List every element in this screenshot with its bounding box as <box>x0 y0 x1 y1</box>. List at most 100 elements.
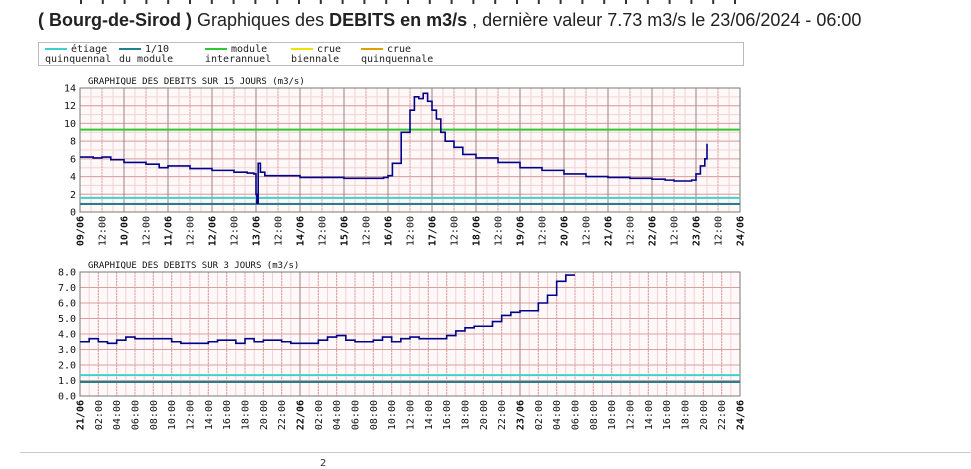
x-tick-label: 20:00 <box>699 400 710 430</box>
x-tick-label: 06:00 <box>571 400 582 430</box>
x-tick-label: 12:00 <box>450 216 461 246</box>
title-prefix: Graphiques des <box>197 10 325 30</box>
x-tick-label: 22:00 <box>717 400 728 430</box>
x-tick-label: 10:00 <box>387 400 398 430</box>
x-tick-label: 19/06 <box>516 216 527 246</box>
cutoff-mark <box>646 0 649 4</box>
legend-label-2: quinquennale <box>361 54 434 65</box>
x-tick-label: 24/06 <box>736 216 747 246</box>
x-tick-label: 14:00 <box>204 400 215 430</box>
cutoff-mark <box>428 0 431 4</box>
legend-item: crue quinquennale <box>361 45 433 65</box>
cutoff-mark <box>167 0 170 4</box>
legend-item: 1/10 du module <box>119 45 173 65</box>
x-tick-label: 20:00 <box>479 400 490 430</box>
chart-15-days: GRAPHIQUE DES DEBITS SUR 15 JOURS (m3/s)… <box>64 77 747 246</box>
chart-3-days: GRAPHIQUE DES DEBITS SUR 3 JOURS (m3/s) 0… <box>58 261 747 430</box>
legend-swatch <box>205 48 227 50</box>
cutoff-mark <box>494 0 497 4</box>
x-tick-label: 12:00 <box>714 216 725 246</box>
x-tick-label: 09/06 <box>76 216 87 246</box>
x-tick-label: 23/06 <box>692 216 703 246</box>
legend-item: étiage quinquennal <box>45 45 111 65</box>
cutoff-mark <box>734 0 736 4</box>
x-tick-label: 14:00 <box>424 400 435 430</box>
x-tick-label: 11/06 <box>164 216 175 246</box>
legend-swatch <box>119 48 141 50</box>
cutoff-mark <box>276 0 279 4</box>
cutoff-mark <box>668 0 671 4</box>
x-tick-label: 12:00 <box>406 400 417 430</box>
x-tick-label: 12:00 <box>582 216 593 246</box>
x-tick-label: 12:00 <box>626 400 637 430</box>
y-tick-label: 12 <box>64 101 76 112</box>
x-tick-label: 06:00 <box>131 400 142 430</box>
cutoff-mark <box>581 0 584 4</box>
top-cutoff-marks <box>80 0 736 4</box>
x-tick-label: 10:00 <box>167 400 178 430</box>
legend-label: crue <box>387 44 412 55</box>
x-tick-label: 12:00 <box>230 216 241 246</box>
x-tick-label: 04:00 <box>552 400 563 430</box>
y-tick-label: 4 <box>70 172 76 183</box>
cutoff-mark <box>537 0 540 4</box>
bottom-cutoff-mark: 2 <box>320 458 327 469</box>
x-tick-label: 14/06 <box>296 216 307 246</box>
x-tick-label: 18:00 <box>461 400 472 430</box>
series-line <box>80 92 708 204</box>
cutoff-mark <box>80 0 82 4</box>
y-tick-label: 4.0 <box>58 330 76 341</box>
legend-label-2: interannuel <box>205 54 272 65</box>
x-tick-label: 12:00 <box>406 216 417 246</box>
cutoff-mark <box>319 0 322 4</box>
legend-item: crue biennale <box>291 45 341 65</box>
y-tick-label: 8.0 <box>58 268 76 279</box>
x-tick-label: 23/06 <box>516 400 527 430</box>
y-tick-label: 8 <box>70 137 76 148</box>
y-tick-label: 3.0 <box>58 345 76 356</box>
x-tick-label: 12:00 <box>626 216 637 246</box>
x-tick-label: 18:00 <box>681 400 692 430</box>
x-tick-label: 12/06 <box>208 216 219 246</box>
page-title: ( Bourg-de-Sirod ) Graphiques des DEBITS… <box>38 10 861 31</box>
x-tick-label: 12:00 <box>362 216 373 246</box>
x-tick-label: 12:00 <box>670 216 681 246</box>
x-tick-label: 12:00 <box>318 216 329 246</box>
cutoff-mark <box>472 0 475 4</box>
x-tick-label: 02:00 <box>534 400 545 430</box>
x-tick-label: 21/06 <box>76 400 87 430</box>
x-tick-label: 15/06 <box>340 216 351 246</box>
legend-label: étiage <box>71 44 108 55</box>
cutoff-mark <box>690 0 693 4</box>
x-tick-label: 12:00 <box>186 400 197 430</box>
legend-label-2: du module <box>119 54 174 65</box>
x-tick-label: 16:00 <box>222 400 233 430</box>
cutoff-mark <box>712 0 715 4</box>
x-tick-label: 14:00 <box>644 400 655 430</box>
x-tick-label: 10:00 <box>607 400 618 430</box>
y-tick-label: 10 <box>64 119 76 130</box>
x-tick-label: 10/06 <box>120 216 131 246</box>
plot-frame <box>79 87 741 213</box>
title-suffix: , dernière valeur 7.73 m3/s le 23/06/202… <box>472 10 862 30</box>
bottom-divider <box>20 452 971 453</box>
cutoff-mark <box>559 0 562 4</box>
cutoff-mark <box>189 0 191 4</box>
cutoff-mark <box>363 0 366 4</box>
x-tick-label: 06:00 <box>351 400 362 430</box>
legend-label-2: biennale <box>291 54 340 65</box>
x-tick-label: 18/06 <box>472 216 483 246</box>
y-tick-label: 1.0 <box>58 376 76 387</box>
legend-swatch <box>361 48 383 50</box>
x-tick-label: 08:00 <box>589 400 600 430</box>
cutoff-mark <box>450 0 453 4</box>
x-tick-label: 20:00 <box>259 400 270 430</box>
y-tick-label: 2 <box>70 190 76 201</box>
x-tick-label: 12:00 <box>142 216 153 246</box>
x-tick-label: 22:00 <box>497 400 508 430</box>
y-tick-label: 5.0 <box>58 314 76 325</box>
cutoff-mark <box>210 0 213 4</box>
x-tick-label: 02:00 <box>94 400 105 430</box>
x-tick-label: 18:00 <box>241 400 252 430</box>
x-tick-label: 16:00 <box>662 400 673 430</box>
